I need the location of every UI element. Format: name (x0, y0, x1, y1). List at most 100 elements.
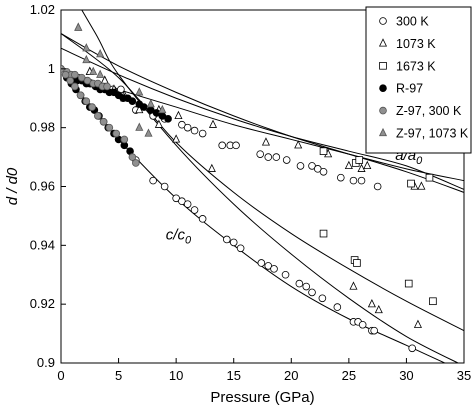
point-z-97-300-k-c (112, 129, 121, 138)
point-1673-k-c (429, 297, 437, 306)
point-300-k-a (373, 182, 382, 191)
point-z-97-300-k-c (120, 135, 129, 144)
point-300-k-c (229, 238, 238, 247)
point-300-k-a (264, 153, 273, 161)
legend-marker (378, 127, 388, 137)
point-z-97-300-k-c (76, 91, 85, 100)
x-tick-label: 5 (115, 368, 122, 383)
point-300-k-c (302, 282, 311, 291)
point-z-97-300-k-c (61, 70, 70, 79)
y-tick-label: 1 (48, 61, 55, 76)
point-300-k-a (256, 150, 264, 158)
point-300-k-a (232, 141, 240, 150)
point-z-97-300-k-c (132, 159, 140, 167)
point-300-k-c (257, 259, 266, 267)
axis-titles: Pressure (GPa) d / d0 (4, 167, 315, 406)
point-300-k-a (282, 156, 291, 164)
point-300-k-c (333, 303, 342, 311)
point-z-97-1073-k-c (82, 43, 91, 52)
point-z-97-1073-k-a (89, 66, 98, 75)
x-tick-label: 25 (342, 368, 356, 383)
point-z-97-1073-k-c (96, 49, 105, 58)
point-1073-k-a (363, 160, 372, 170)
point-z-97-300-k-c (128, 153, 137, 161)
data-points (61, 22, 437, 353)
y-tick-label: 0.9 (37, 355, 55, 370)
point-300-k-c (358, 320, 367, 329)
x-tick-label: 35 (457, 368, 471, 383)
annotation-label: c/c0 (166, 226, 192, 246)
point-1073-k-c (374, 304, 383, 314)
point-300-k-a (198, 129, 207, 138)
point-1073-k-c (349, 281, 358, 290)
point-1073-k-c (172, 134, 181, 143)
point-300-k-c (236, 244, 245, 253)
point-300-k-c (190, 206, 199, 214)
legend-label: 1673 K (396, 59, 436, 73)
point-300-k-a (357, 176, 366, 185)
legend-label: Z-97, 1073 K (396, 127, 469, 141)
point-1073-k-c (413, 319, 422, 328)
point-z-97-300-k-c (66, 76, 75, 85)
legend-marker (379, 17, 387, 25)
point-300-k-c (270, 265, 278, 273)
point-300-k-c (160, 182, 169, 191)
legend-marker (379, 62, 387, 70)
point-z-97-1073-k-a (135, 87, 144, 96)
annotations: a/a0c/c0 (166, 147, 423, 246)
point-z-97-300-k-c (94, 112, 102, 120)
y-axis-label: d / d0 (4, 167, 21, 205)
y-tick-label: 0.92 (30, 296, 55, 311)
legend-items: 300 K 1073 K 1673 K R-97 Z-97, 300 K Z-97, 10… (378, 15, 469, 141)
point-300-k-a (349, 176, 358, 185)
x-axis-ticks: 0 5 10 15 20 25 30 35 (57, 358, 471, 383)
point-1073-k-c (367, 299, 376, 308)
x-tick-label: 15 (226, 368, 240, 383)
annotation-subscript: 0 (416, 155, 423, 167)
point-300-k-a (272, 153, 281, 161)
x-axis-label: Pressure (GPa) (210, 389, 314, 406)
point-z-97-300-k-c (82, 97, 91, 105)
y-tick-label: 1.02 (30, 2, 55, 17)
point-z-97-300-k-a (71, 70, 79, 79)
point-300-k-c (318, 294, 327, 303)
point-300-k-a (218, 141, 227, 150)
point-r-97-a (128, 97, 137, 105)
point-1073-k-a (261, 137, 270, 146)
point-z-97-1073-k-a (146, 99, 155, 108)
point-z-97-1073-k-c (135, 122, 144, 131)
point-1673-k-c (319, 229, 328, 238)
point-300-k-a (183, 123, 192, 132)
legend: 300 K 1073 K 1673 K R-97 Z-97, 300 K Z-97, 10… (365, 6, 472, 154)
fit-curve (61, 47, 464, 190)
point-1073-k-c (154, 119, 163, 128)
point-300-k-c (281, 270, 290, 279)
point-300-k-c (370, 326, 378, 335)
point-z-97-1073-k-a (158, 104, 167, 114)
point-300-k-c (183, 200, 192, 208)
point-300-k-c (198, 215, 207, 223)
point-1673-k-a (319, 147, 328, 156)
point-1073-k-c (207, 163, 216, 172)
y-axis-ticks: 0.9 0.92 0.94 0.96 0.98 1 1.02 (30, 2, 66, 370)
point-1073-k-a (174, 110, 183, 120)
annotation-subscript: 0 (185, 234, 192, 246)
legend-label: Z-97, 300 K (396, 104, 462, 118)
point-300-k-c (408, 344, 416, 353)
legend-box (365, 6, 472, 154)
x-tick-label: 0 (57, 368, 64, 383)
point-z-97-1073-k-a (82, 54, 91, 64)
point-z-97-300-k-a (103, 82, 111, 91)
point-300-k-c (295, 279, 304, 288)
y-tick-label: 0.96 (30, 179, 55, 194)
point-1673-k-c (404, 279, 413, 288)
x-tick-label: 10 (169, 368, 183, 383)
point-1073-k-a (357, 163, 366, 172)
point-1073-k-a (294, 140, 303, 149)
point-1073-k-c (100, 75, 109, 84)
point-1673-k-a (355, 156, 364, 164)
point-300-k-c (149, 176, 157, 185)
point-1673-k-a (407, 179, 415, 188)
fit-curve (61, 33, 464, 193)
